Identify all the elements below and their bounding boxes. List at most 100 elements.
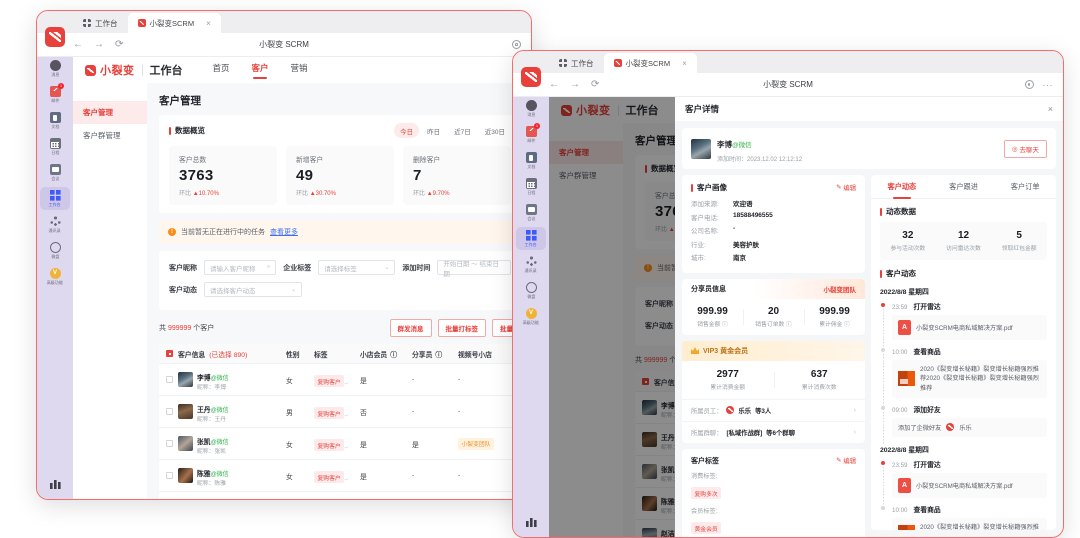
sidebar-item-customer-group-management[interactable]: 客户群管理 <box>559 171 597 180</box>
row-checkbox[interactable] <box>166 440 173 447</box>
rail-item-document[interactable]: 文档 <box>40 109 70 132</box>
forward-icon[interactable]: → <box>570 78 580 90</box>
close-icon[interactable]: × <box>1047 104 1053 114</box>
timeline-card[interactable]: 添加了企微好友 乐乐 <box>892 417 1047 437</box>
submenu-back: 客户管理 客户群管理 <box>73 83 147 499</box>
edit-profile-button[interactable]: ✎ 编辑 <box>836 184 856 192</box>
row-checkbox[interactable] <box>166 376 173 383</box>
drawer-body: 李博@微信 添加时间：2023.12.02 12:12:12 ◎ 去聊天 <box>675 121 1063 537</box>
select-customer-activity[interactable]: 请选择客户动态 ⌄ <box>204 282 302 297</box>
tab-customer-orders[interactable]: 客户订单 <box>1010 182 1040 191</box>
rail-item-message[interactable]: 消息 <box>40 57 70 80</box>
date-tab-yesterday[interactable]: 昨日 <box>427 128 441 136</box>
timeline-head: 10:00 查看商品 <box>892 506 941 514</box>
rail-item-contacts[interactable]: 通讯录 <box>40 213 70 236</box>
view-more-link[interactable]: 查看更多 <box>270 229 298 236</box>
background-window[interactable]: 工作台 小裂变SCRM × ← → ⟳ 小裂变 SCRM <box>36 10 532 500</box>
row-checkbox[interactable] <box>166 472 173 479</box>
rail-item-workspace[interactable]: 工作台 <box>516 227 546 250</box>
rail-item-calendar[interactable]: 日程 <box>516 175 546 198</box>
rail-item-meeting[interactable]: 会议 <box>40 161 70 184</box>
th-gender: 性别 <box>286 351 300 359</box>
stat-card-deleted: 删除客户 7 环比 ▲9.70% <box>403 146 511 205</box>
select-company-tag[interactable]: 请选择标签 ⌄ <box>318 260 396 275</box>
more-dots-icon[interactable]: ··· <box>1042 79 1053 90</box>
date-tab-30days[interactable]: 近30日 <box>484 128 505 136</box>
select-all-checkbox[interactable] <box>166 350 173 357</box>
timeline-card[interactable]: 小裂变SCRM电商私域解决方案.pdf <box>892 472 1047 498</box>
tab-home[interactable]: 首页 <box>212 63 230 73</box>
pdf-icon <box>898 320 911 335</box>
rail-item-document[interactable]: 文档 <box>516 149 546 172</box>
foreground-window[interactable]: 工作台 小裂变SCRM × ← → ⟳ 小裂变 SCRM ··· <box>512 50 1064 538</box>
tab-marketing[interactable]: 营销 <box>290 63 308 73</box>
tab-customer-followup[interactable]: 客户跟进 <box>949 182 978 191</box>
table-row[interactable]: 张凯@微信 昵称：张凯 女 复购客户... 是 是 小裂变团队 202 <box>159 427 527 459</box>
table-row[interactable]: 陈雅@微信 昵称：陈雅 女 复购客户... 是 - - 202 <box>159 459 527 491</box>
rail-item-stats[interactable] <box>516 513 546 529</box>
timeline-card[interactable]: 2020《裂变增长秘籍》裂变增长秘籍强烈推荐2020《裂变增长秘籍》裂变增长秘籍… <box>892 360 1047 398</box>
list-action-buttons: 群发消息 批量打标签 批量 <box>389 319 521 337</box>
edit-tags-button[interactable]: ✎ 编辑 <box>836 457 856 465</box>
page-content-back: 客户管理 数据概览 今日 昨日 近7日 近30日 <box>147 83 531 499</box>
batch-tag-button[interactable]: 批量打标签 <box>437 319 486 337</box>
date-tab-7days[interactable]: 近7日 <box>454 128 471 136</box>
close-icon[interactable]: × <box>682 58 687 68</box>
th-tag: 标签 <box>314 351 328 359</box>
belong-staff-row[interactable]: 所属员工： 乐乐 等3人 › <box>682 398 865 421</box>
rail-item-message[interactable]: 消息 <box>516 97 546 120</box>
rail-item-disk[interactable]: 微盘 <box>40 239 70 262</box>
cell-tag: 复购客户... <box>314 435 360 453</box>
browser-tab-workspace[interactable]: 工作台 <box>549 53 604 73</box>
back-icon[interactable]: ← <box>73 38 83 50</box>
rail-item-mail[interactable]: 1 邮件 <box>49 83 64 103</box>
sidebar-item-customer-management[interactable]: 客户管理 <box>549 141 623 164</box>
rail-item-disk[interactable]: 微盘 <box>516 279 546 302</box>
rail-item-calendar[interactable]: 日程 <box>40 135 70 158</box>
vip-icon <box>525 308 537 319</box>
browser-tab-workspace[interactable]: 工作台 <box>73 13 128 33</box>
forward-icon[interactable]: → <box>94 38 104 50</box>
browser-tab-scrm[interactable]: 小裂变SCRM × <box>603 53 697 73</box>
tag-group-label: 会员标签: <box>691 507 718 515</box>
avatar <box>642 528 657 537</box>
grid-icon <box>83 19 91 27</box>
alert-text: 当前暂无正在进行中的任务 <box>181 229 265 236</box>
rail-item-vip[interactable]: 高级功能 <box>516 305 546 328</box>
rail-item-stats[interactable] <box>40 475 70 491</box>
sidebar-item-customer-management[interactable]: 客户管理 <box>73 101 147 124</box>
browser-tab-scrm[interactable]: 小裂变SCRM × <box>127 13 221 33</box>
reload-icon[interactable]: ⟳ <box>591 78 600 90</box>
tab-customers[interactable]: 客户 <box>252 62 269 78</box>
date-range-input[interactable]: 开始日期 ～ 结束日期 <box>437 260 512 278</box>
rail-item-contacts[interactable]: 通讯录 <box>516 253 546 276</box>
page-title: 客户管理 <box>635 135 677 147</box>
reload-icon[interactable]: ⟳ <box>115 38 124 50</box>
customer-name: 张凯 <box>661 466 675 474</box>
back-icon[interactable]: ← <box>549 78 559 90</box>
date-tab-today[interactable]: 今日 <box>394 123 420 138</box>
rail-item-meeting[interactable]: 会议 <box>516 201 546 224</box>
search-input-nickname[interactable]: 请输入客户昵称 ⌕ <box>204 260 277 275</box>
label-customer-activity: 客户动态 <box>169 286 197 294</box>
table-row[interactable]: 王丹@微信 昵称：王丹 男 复购客户... 否 - - 202 <box>159 395 527 427</box>
rail-item-vip[interactable]: 高级功能 <box>40 265 70 288</box>
select-all-checkbox[interactable] <box>642 378 649 385</box>
close-icon[interactable]: × <box>206 18 211 28</box>
rail-item-mail[interactable]: 1 邮件 <box>525 123 540 143</box>
table-row[interactable]: 赵洁@微信 昵称：赵洁 女 复购客户... 是 - - 202 <box>159 491 521 499</box>
go-chat-button[interactable]: ◎ 去聊天 <box>1003 139 1047 158</box>
mass-message-button[interactable]: 群发消息 <box>389 319 432 337</box>
row-checkbox[interactable] <box>166 408 173 415</box>
sidebar-item-customer-group-management[interactable]: 客户群管理 <box>83 131 121 140</box>
rail-item-workspace[interactable]: 工作台 <box>40 187 70 210</box>
timeline-card[interactable]: 2020《裂变增长秘籍》裂变增长秘籍强烈推荐2020《裂变 <box>892 517 1047 530</box>
gear-icon[interactable] <box>512 40 521 49</box>
gear-icon[interactable] <box>1024 80 1034 89</box>
timeline-card[interactable]: 小裂变SCRM电商私域解决方案.pdf <box>892 315 1047 340</box>
tab-customer-activity[interactable]: 客户动态 <box>871 175 933 198</box>
table-row[interactable]: 李博@微信 昵称：李博 女 复购客户... 是 - - 202 <box>159 363 527 395</box>
vip-stats: 2977 累计消费金额 637 累计消费次数 <box>682 361 865 399</box>
vip-panel: VIP3 黄金会员 2977 累计消费金额 637 累计消 <box>682 340 865 443</box>
belong-group-row[interactable]: 所属群聊： [私域作战群] 等6个群聊 › <box>682 420 865 443</box>
